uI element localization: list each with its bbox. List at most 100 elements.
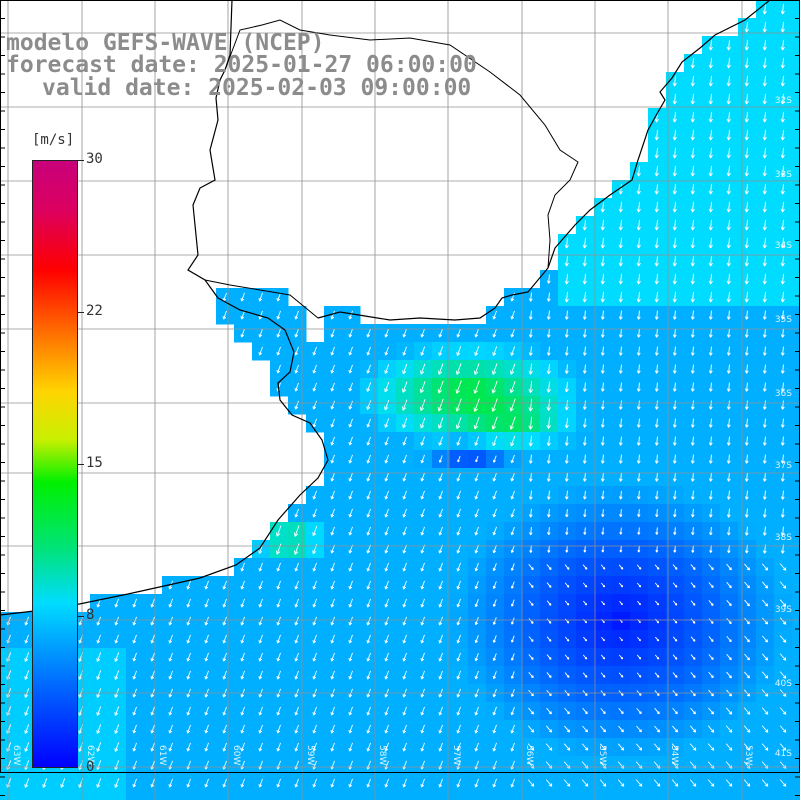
wind-arrow — [240, 652, 245, 662]
wind-arrow — [761, 779, 769, 787]
wind-arrow — [618, 472, 623, 482]
wind-arrow — [384, 418, 390, 428]
wind-arrow — [348, 670, 353, 680]
wind-arrow — [762, 490, 767, 500]
wind-arrow — [114, 706, 120, 716]
wind-arrow — [402, 706, 407, 716]
wind-arrow — [276, 310, 281, 320]
wind-arrow — [582, 436, 587, 446]
wind-arrow — [564, 654, 570, 660]
wind-arrow — [546, 672, 552, 678]
wind-arrow — [384, 436, 389, 446]
ocean-cell — [594, 792, 613, 800]
wind-arrow — [582, 273, 587, 285]
wind-arrow — [690, 129, 695, 141]
wind-arrow — [366, 598, 371, 608]
wind-arrow — [168, 670, 173, 680]
wind-arrow — [455, 398, 462, 412]
wind-arrow — [637, 545, 641, 553]
wind-arrow — [654, 129, 659, 141]
wind-arrow — [420, 436, 426, 446]
wind-arrow — [564, 417, 569, 429]
wind-arrow — [780, 57, 785, 69]
wind-arrow — [294, 742, 299, 752]
wind-arrow — [510, 472, 515, 482]
legend-tick-mark — [78, 160, 84, 161]
wind-arrow — [654, 725, 660, 733]
wind-arrow — [762, 364, 767, 374]
ocean-cell — [180, 792, 199, 800]
wind-arrow — [204, 634, 209, 644]
wind-arrow — [474, 706, 479, 716]
wind-arrow — [114, 778, 120, 788]
wind-arrow — [636, 400, 641, 410]
wind-arrow — [761, 563, 769, 571]
wind-arrow — [708, 201, 713, 213]
wind-arrow — [744, 671, 751, 679]
wind-arrow — [510, 706, 515, 716]
wind-arrow — [582, 418, 587, 428]
wind-arrow — [222, 580, 227, 590]
wind-arrow — [635, 779, 643, 787]
wind-arrow — [727, 526, 731, 536]
wind-arrow — [636, 273, 641, 285]
latitude-label: 34S — [775, 241, 792, 251]
wind-arrow — [618, 201, 623, 213]
wind-arrow — [96, 634, 101, 644]
wind-arrow — [600, 273, 605, 285]
wind-arrow — [654, 707, 660, 715]
wind-arrow — [294, 508, 299, 518]
wind-arrow — [600, 328, 605, 338]
wind-arrow — [276, 706, 281, 716]
wind-arrow — [510, 563, 515, 571]
wind-arrow — [600, 582, 606, 588]
wind-arrow — [636, 255, 641, 267]
wind-arrow — [258, 328, 263, 338]
wind-arrow — [168, 598, 173, 608]
wind-arrow — [744, 310, 749, 320]
wind-arrow — [672, 129, 677, 141]
wind-arrow — [708, 563, 714, 571]
ocean-cell — [792, 306, 800, 325]
wind-arrow — [780, 165, 785, 177]
wind-arrow — [619, 636, 623, 642]
wind-arrow — [779, 707, 787, 715]
wind-arrow — [168, 742, 173, 752]
wind-arrow — [204, 652, 209, 662]
wind-arrow — [726, 472, 731, 482]
wind-arrow — [726, 653, 732, 661]
wind-arrow — [725, 779, 733, 787]
wind-arrow — [655, 545, 659, 553]
ocean-cell — [792, 18, 800, 37]
wind-arrow — [348, 706, 353, 716]
wind-arrow — [492, 526, 497, 536]
ocean-cell — [792, 612, 800, 631]
wind-arrow — [762, 21, 767, 33]
wind-arrow — [402, 454, 407, 464]
wind-arrow — [780, 526, 785, 536]
wind-arrow — [455, 363, 462, 375]
wind-arrow — [492, 653, 497, 661]
wind-arrow — [564, 707, 570, 715]
wind-arrow — [582, 382, 587, 392]
wind-arrow — [186, 580, 191, 590]
longitude-label: 54W — [669, 745, 679, 765]
ocean-cell — [126, 792, 145, 800]
wind-arrow — [690, 564, 696, 570]
wind-arrow — [276, 742, 281, 752]
wind-arrow — [438, 580, 443, 590]
wind-arrow — [276, 580, 281, 590]
wind-arrow — [294, 670, 299, 680]
wind-arrow — [691, 545, 695, 553]
wind-arrow — [673, 508, 677, 518]
wind-arrow — [599, 743, 607, 751]
wind-arrow — [222, 598, 227, 608]
wind-arrow — [709, 545, 713, 554]
wind-arrow — [312, 400, 317, 410]
wind-arrow — [546, 490, 551, 500]
valid-date: valid date: 2025-02-03 09:00:00 — [42, 75, 472, 101]
wind-arrow — [654, 328, 659, 338]
wind-arrow — [545, 743, 553, 751]
legend-unit: [m/s] — [32, 132, 75, 148]
wind-arrow — [258, 580, 263, 590]
